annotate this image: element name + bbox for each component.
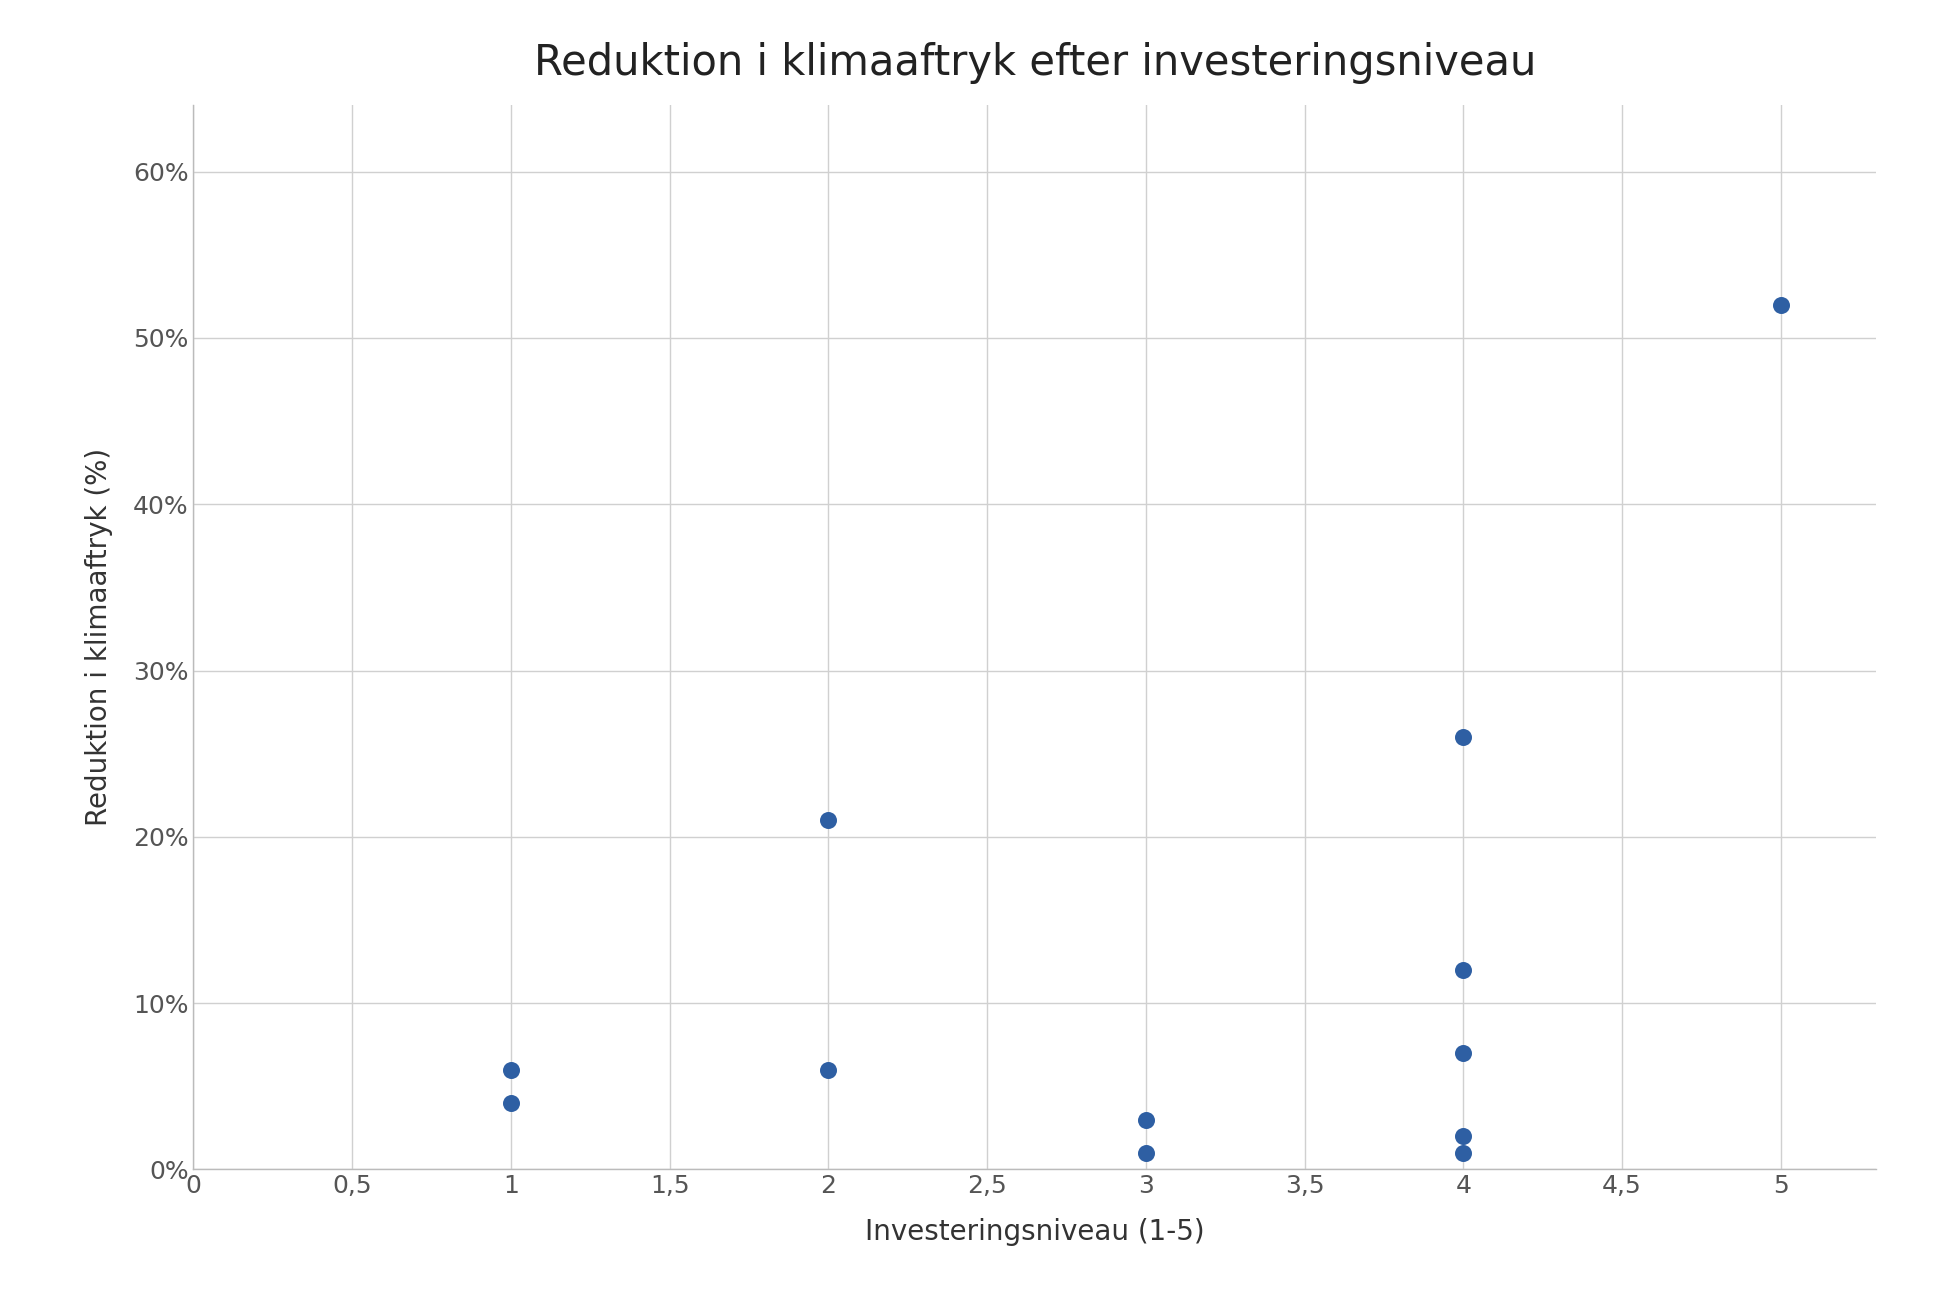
Point	[1449, 959, 1480, 980]
Point	[1449, 1142, 1480, 1163]
Point	[812, 809, 843, 830]
Point	[1449, 727, 1480, 748]
Point	[812, 1059, 843, 1080]
Point	[1129, 1109, 1160, 1130]
Point	[1449, 1042, 1480, 1063]
X-axis label: Investeringsniveau (1-5): Investeringsniveau (1-5)	[864, 1218, 1205, 1246]
Y-axis label: Reduktion i klimaaftryk (%): Reduktion i klimaaftryk (%)	[85, 448, 114, 827]
Point	[1449, 1126, 1480, 1147]
Point	[1129, 1142, 1160, 1163]
Point	[1766, 294, 1797, 315]
Point	[495, 1092, 526, 1113]
Title: Reduktion i klimaaftryk efter investeringsniveau: Reduktion i klimaaftryk efter investerin…	[534, 42, 1536, 84]
Point	[495, 1059, 526, 1080]
